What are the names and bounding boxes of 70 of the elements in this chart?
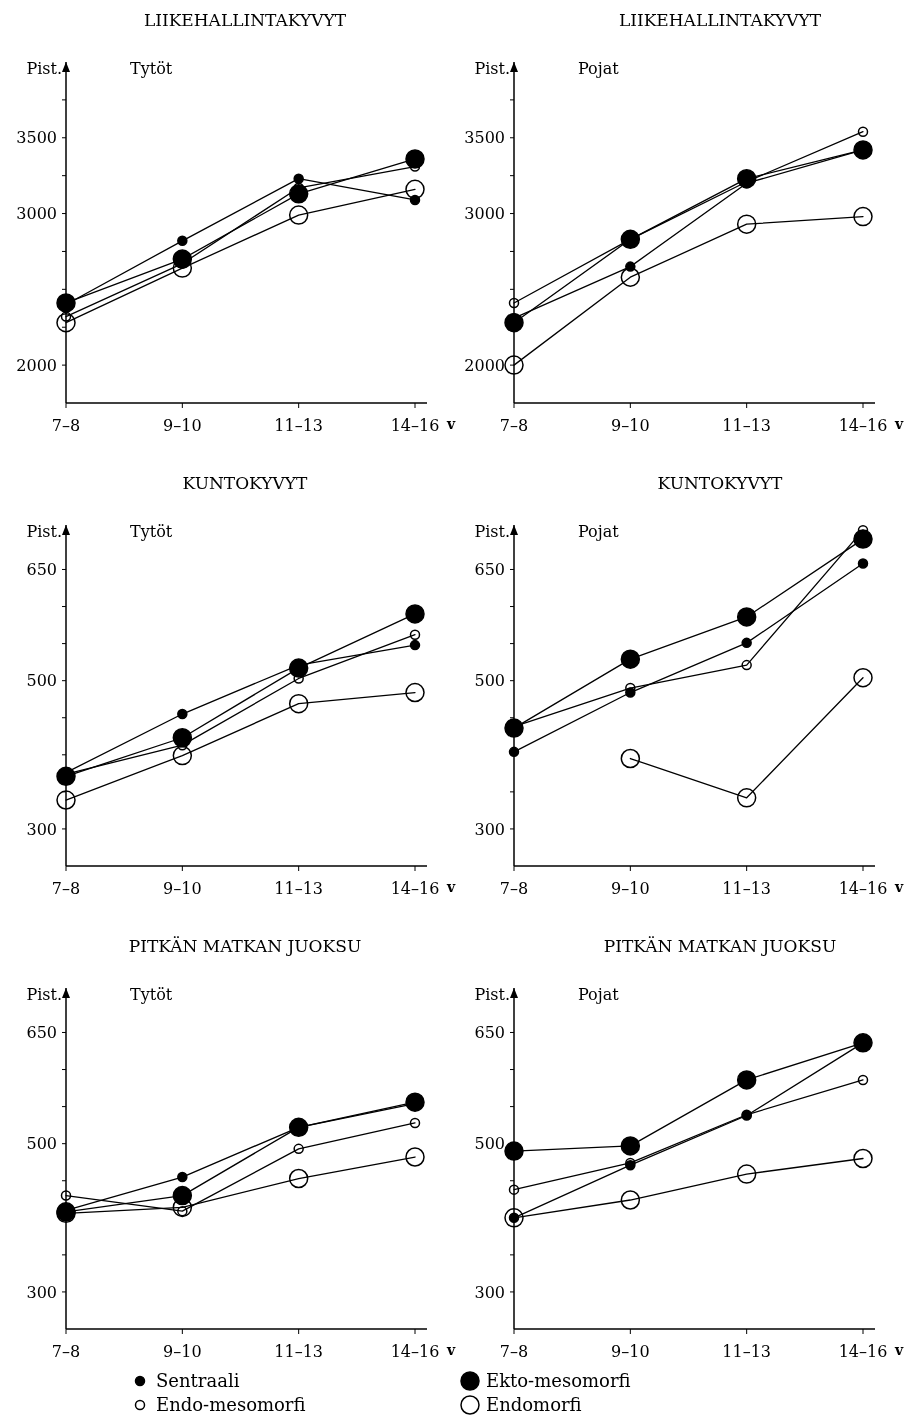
y-tick-label: 500 bbox=[26, 671, 57, 691]
y-tick-label: 650 bbox=[474, 1023, 505, 1043]
chart-subtitle: Tytöt bbox=[130, 985, 173, 1004]
y-tick-label: 650 bbox=[474, 560, 505, 580]
y-tick-label: 2000 bbox=[16, 355, 57, 375]
x-tick-label: 7–8 bbox=[499, 879, 529, 898]
y-tick-label: 500 bbox=[474, 671, 505, 691]
x-tick-label: 9–10 bbox=[163, 416, 202, 435]
y-tick-label: 3000 bbox=[16, 204, 57, 224]
x-tick-label: 7–8 bbox=[51, 416, 81, 435]
legend-label: Ekto-mesomorfi bbox=[486, 1370, 631, 1392]
chart-title: KUNTOKYVYT bbox=[657, 473, 784, 493]
x-tick-label: 11–13 bbox=[722, 416, 772, 435]
y-tick-label: 3000 bbox=[464, 204, 505, 224]
x-tick-label: 14–16 bbox=[838, 416, 888, 435]
x-tick-label: 11–13 bbox=[274, 879, 324, 898]
x-axis-title: v bbox=[445, 1342, 456, 1358]
chart-subtitle: Tytöt bbox=[130, 59, 173, 78]
chart-title: KUNTOKYVYT bbox=[182, 473, 309, 493]
chart-title: PITKÄN MATKAN JUOKSU bbox=[128, 936, 362, 956]
x-tick-label: 11–13 bbox=[722, 879, 772, 898]
y-tick-label: 3500 bbox=[16, 128, 57, 148]
x-tick-label: 14–16 bbox=[838, 1342, 888, 1361]
x-tick-label: 9–10 bbox=[163, 1342, 202, 1361]
x-tick-label: 14–16 bbox=[390, 416, 440, 435]
x-axis-title: v bbox=[893, 1342, 904, 1358]
x-tick-label: 7–8 bbox=[51, 1342, 81, 1361]
chart-subtitle: Pojat bbox=[578, 985, 620, 1004]
x-axis-title: v bbox=[445, 416, 456, 432]
y-tick-label: 300 bbox=[474, 1282, 505, 1302]
y-axis-title: Pist. bbox=[26, 59, 62, 78]
x-tick-label: 11–13 bbox=[274, 1342, 324, 1361]
legend-label: Sentraali bbox=[156, 1370, 240, 1392]
legend-label: Endomorfi bbox=[486, 1394, 582, 1416]
x-tick-label: 14–16 bbox=[390, 879, 440, 898]
x-tick-label: 9–10 bbox=[611, 879, 650, 898]
y-tick-label: 300 bbox=[474, 819, 505, 839]
y-axis-title: Pist. bbox=[474, 522, 510, 541]
x-tick-label: 14–16 bbox=[390, 1342, 440, 1361]
y-tick-label: 300 bbox=[26, 819, 57, 839]
y-tick-label: 300 bbox=[26, 1282, 57, 1302]
chart-subtitle: Pojat bbox=[578, 59, 620, 78]
chart-subtitle: Tytöt bbox=[130, 522, 173, 541]
chart-title: LIIKEHALLINTAKYVYT bbox=[143, 10, 347, 30]
x-tick-label: 9–10 bbox=[611, 1342, 650, 1361]
x-tick-label: 9–10 bbox=[163, 879, 202, 898]
y-axis-title: Pist. bbox=[474, 985, 510, 1004]
x-axis-title: v bbox=[893, 879, 904, 895]
chart-title: PITKÄN MATKAN JUOKSU bbox=[603, 936, 837, 956]
y-tick-label: 500 bbox=[26, 1134, 57, 1154]
x-tick-label: 7–8 bbox=[499, 416, 529, 435]
y-tick-label: 650 bbox=[26, 560, 57, 580]
x-tick-label: 9–10 bbox=[611, 416, 650, 435]
x-axis-title: v bbox=[893, 416, 904, 432]
y-tick-label: 2000 bbox=[464, 355, 505, 375]
x-tick-label: 7–8 bbox=[51, 879, 81, 898]
y-tick-label: 650 bbox=[26, 1023, 57, 1043]
x-tick-label: 11–13 bbox=[722, 1342, 772, 1361]
x-axis-title: v bbox=[445, 879, 456, 895]
chart-title: LIIKEHALLINTAKYVYT bbox=[618, 10, 822, 30]
x-tick-label: 11–13 bbox=[274, 416, 324, 435]
y-tick-label: 3500 bbox=[464, 128, 505, 148]
y-axis-title: Pist. bbox=[474, 59, 510, 78]
chart-subtitle: Pojat bbox=[578, 522, 620, 541]
legend-label: Endo-mesomorfi bbox=[156, 1394, 306, 1416]
y-axis-title: Pist. bbox=[26, 985, 62, 1004]
x-tick-label: 14–16 bbox=[838, 879, 888, 898]
y-axis-title: Pist. bbox=[26, 522, 62, 541]
y-tick-label: 500 bbox=[474, 1134, 505, 1154]
x-tick-label: 7–8 bbox=[499, 1342, 529, 1361]
